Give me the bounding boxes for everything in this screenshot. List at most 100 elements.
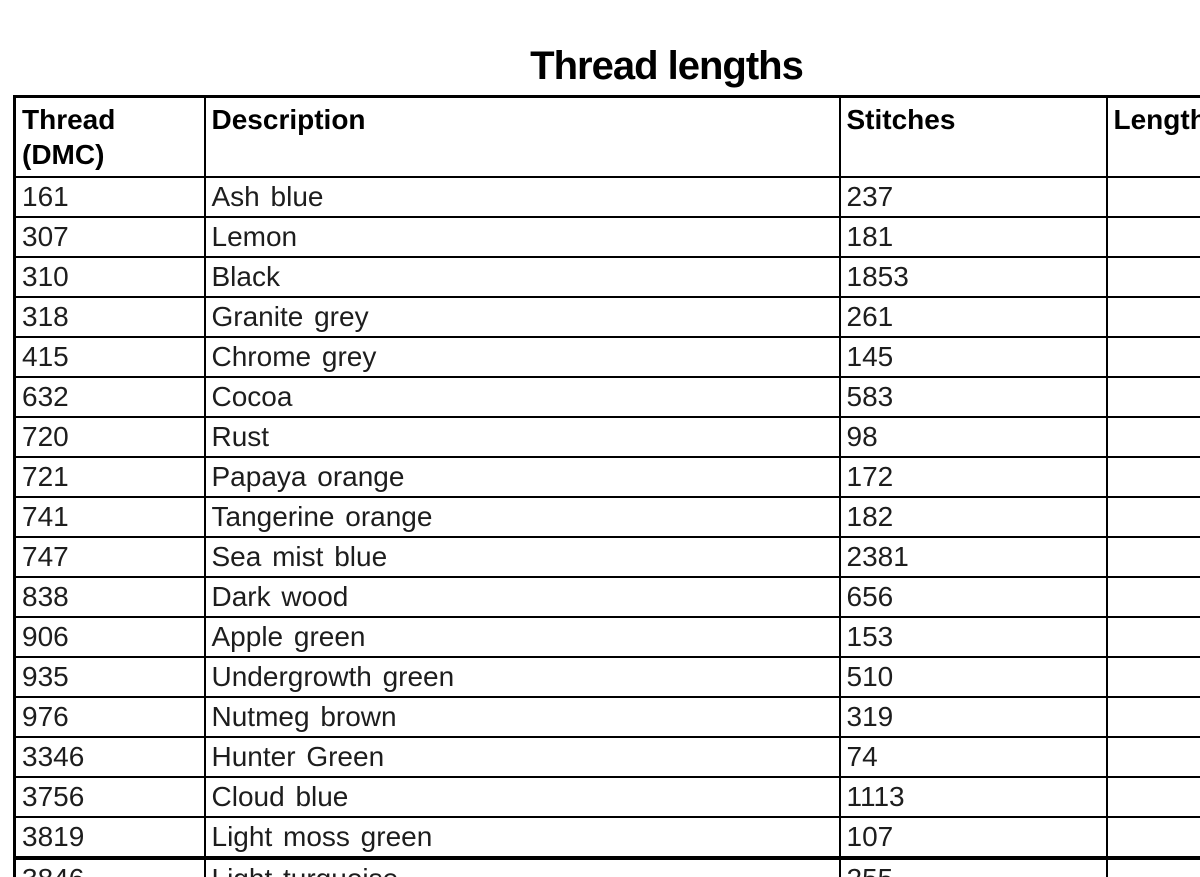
cell-stitches: 656 bbox=[838, 576, 1108, 618]
cell-length: 1.0 bbox=[1105, 856, 1200, 877]
cell-stitches: 261 bbox=[838, 296, 1108, 338]
cell-stitches: 182 bbox=[838, 496, 1108, 538]
table-row: 632Cocoa5832.2 bbox=[13, 376, 1200, 418]
header-stitches: Stitches bbox=[838, 95, 1108, 178]
cell-thread: 3846 bbox=[13, 856, 206, 877]
cell-stitches: 145 bbox=[838, 336, 1108, 378]
cell-stitches: 1853 bbox=[838, 256, 1108, 298]
cell-stitches: 1113 bbox=[838, 776, 1108, 818]
cell-length: 2.2 bbox=[1105, 376, 1200, 418]
cell-thread: 3346 bbox=[13, 736, 206, 778]
cell-thread: 3756 bbox=[13, 776, 206, 818]
cell-stitches: 237 bbox=[838, 176, 1108, 218]
cell-length: 0.4 bbox=[1105, 816, 1200, 859]
header-thread: Thread (DMC) bbox=[13, 95, 206, 178]
cell-description: Chrome grey bbox=[203, 336, 841, 378]
cell-description: Hunter Green bbox=[203, 736, 841, 778]
cell-description: Ash blue bbox=[203, 176, 841, 218]
cell-stitches: 172 bbox=[838, 456, 1108, 498]
cell-description: Cocoa bbox=[203, 376, 841, 418]
cell-description: Apple green bbox=[203, 616, 841, 658]
cell-stitches: 319 bbox=[838, 696, 1108, 738]
cell-stitches: 255 bbox=[838, 856, 1108, 877]
cell-thread: 318 bbox=[13, 296, 206, 338]
cell-length: 0.7 bbox=[1105, 456, 1200, 498]
table-row: 310Black18537.0 bbox=[13, 256, 1200, 298]
cell-description: Undergrowth green bbox=[203, 656, 841, 698]
cell-description: Papaya orange bbox=[203, 456, 841, 498]
cell-stitches: 98 bbox=[838, 416, 1108, 458]
cell-description: Light moss green bbox=[203, 816, 841, 859]
cell-stitches: 510 bbox=[838, 656, 1108, 698]
cell-thread: 935 bbox=[13, 656, 206, 698]
cell-thread: 3819 bbox=[13, 816, 206, 859]
cell-description: Cloud blue bbox=[203, 776, 841, 818]
cell-thread: 721 bbox=[13, 456, 206, 498]
cell-description: Sea mist blue bbox=[203, 536, 841, 578]
table-header: Thread (DMC) Description Stitches Length… bbox=[13, 95, 1200, 178]
cell-stitches: 74 bbox=[838, 736, 1108, 778]
cell-thread: 720 bbox=[13, 416, 206, 458]
cell-thread: 906 bbox=[13, 616, 206, 658]
cell-thread: 310 bbox=[13, 256, 206, 298]
header-description: Description bbox=[203, 95, 841, 178]
cell-description: Nutmeg brown bbox=[203, 696, 841, 738]
table-row: 307Lemon1810.7 bbox=[13, 216, 1200, 258]
cell-stitches: 181 bbox=[838, 216, 1108, 258]
cell-thread: 741 bbox=[13, 496, 206, 538]
cell-stitches: 2381 bbox=[838, 536, 1108, 578]
cell-length: 0.7 bbox=[1105, 216, 1200, 258]
cell-length: 0.7 bbox=[1105, 496, 1200, 538]
header-length: Length (m) bbox=[1105, 95, 1200, 178]
cell-length: 0.5 bbox=[1105, 336, 1200, 378]
cell-length: 2.5 bbox=[1105, 576, 1200, 618]
cell-thread: 838 bbox=[13, 576, 206, 618]
cell-length: 0.3 bbox=[1105, 736, 1200, 778]
cell-stitches: 107 bbox=[838, 816, 1108, 859]
thread-lengths-table: Thread (DMC) Description Stitches Length… bbox=[13, 95, 1200, 877]
cell-thread: 307 bbox=[13, 216, 206, 258]
cell-description: Rust bbox=[203, 416, 841, 458]
cell-length: 0.4 bbox=[1105, 416, 1200, 458]
cell-length: 0.9 bbox=[1105, 176, 1200, 218]
cell-thread: 415 bbox=[13, 336, 206, 378]
cell-length: 4.2 bbox=[1105, 776, 1200, 818]
cell-length: 1.0 bbox=[1105, 296, 1200, 338]
cell-thread: 747 bbox=[13, 536, 206, 578]
cell-description: Light turquoise bbox=[203, 856, 841, 877]
cell-length: 1.2 bbox=[1105, 696, 1200, 738]
cell-thread: 161 bbox=[13, 176, 206, 218]
table-row: 720Rust980.4 bbox=[13, 416, 1200, 458]
page-title: Thread lengths bbox=[530, 44, 804, 88]
header-row: Thread (DMC) Description Stitches Length… bbox=[13, 95, 1200, 178]
cell-description: Lemon bbox=[203, 216, 841, 258]
cell-length: 9.0 bbox=[1105, 536, 1200, 578]
table-row: 3846Light turquoise2551.0 bbox=[13, 856, 1200, 877]
cell-stitches: 583 bbox=[838, 376, 1108, 418]
cell-stitches: 153 bbox=[838, 616, 1108, 658]
cell-description: Granite grey bbox=[203, 296, 841, 338]
cell-thread: 976 bbox=[13, 696, 206, 738]
cell-length: 7.0 bbox=[1105, 256, 1200, 298]
cell-thread: 632 bbox=[13, 376, 206, 418]
cell-length: 0.6 bbox=[1105, 616, 1200, 658]
cell-description: Tangerine orange bbox=[203, 496, 841, 538]
cell-description: Black bbox=[203, 256, 841, 298]
cell-description: Dark wood bbox=[203, 576, 841, 618]
cell-length: 1.9 bbox=[1105, 656, 1200, 698]
